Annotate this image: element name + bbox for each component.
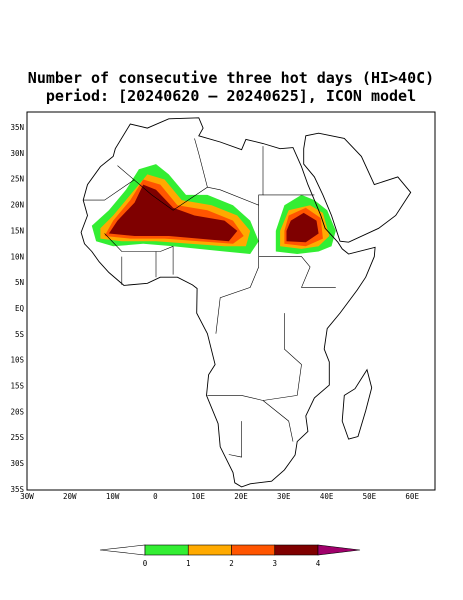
colorbar-cap [99,544,146,556]
lat-label: 15S [10,382,24,391]
colorbar: 0 1 2 3 4 [99,544,361,568]
lon-label: 20W [63,492,77,501]
coastline [80,117,376,488]
border [262,400,294,442]
coastline [303,132,412,243]
heat-area [108,184,238,242]
lon-label: 30W [20,492,34,501]
lat-label: 35S [10,485,24,494]
colorbar-label: 0 [143,559,148,568]
lat-label: 20S [10,407,24,416]
border [83,179,135,201]
lon-label: 30E [277,492,291,501]
map-frame [26,111,436,491]
lat-label: 20N [10,201,24,210]
lon-label: 10E [191,492,205,501]
colorbar-segment [187,544,232,556]
colorbar-segment [274,544,319,556]
lon-label: 20E [234,492,248,501]
border [215,205,260,334]
colorbar-label: 3 [272,559,277,568]
title-line: Number of consecutive three hot days (HI… [28,69,434,87]
border [258,256,336,288]
lat-label: 5N [15,278,24,287]
colorbar-label: 4 [316,559,321,568]
border [117,146,264,211]
lon-label: 10W [106,492,120,501]
title-line: period: [20240620 – 20240625], ICON mode… [46,87,416,105]
lat-label: 30S [10,459,24,468]
colorbar-label: 1 [186,559,191,568]
border [228,421,242,458]
lon-label: 40E [320,492,334,501]
colorbar-segment [231,544,276,556]
lat-label: 10N [10,252,24,261]
colorbar-cap [317,544,361,556]
border [194,138,208,188]
lat-label: 5S [15,330,25,339]
coastline [341,368,373,440]
lat-label: 15N [10,226,24,235]
colorbar-segment [144,544,189,556]
lat-label: EQ [15,304,25,313]
lat-label: 35N [10,123,24,132]
lat-label: 10S [10,356,24,365]
lat-label: 25S [10,433,24,442]
lon-label: 50E [363,492,377,501]
map [80,117,412,488]
heat-area [286,212,319,243]
lon-label: 0 [153,492,158,501]
border [207,313,302,401]
lat-label: 25N [10,175,24,184]
border [104,233,174,252]
lat-label: 30N [10,149,24,158]
colorbar-label: 2 [229,559,234,568]
lon-label: 60E [405,492,419,501]
